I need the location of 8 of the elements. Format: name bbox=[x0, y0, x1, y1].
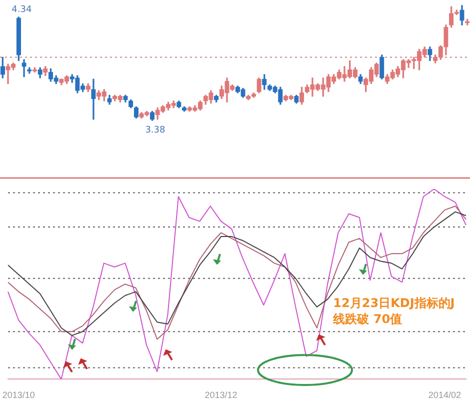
candlestick bbox=[91, 78, 96, 120]
x-tick-label: 2014/02 bbox=[428, 390, 461, 400]
x-tick-label: 2013/12 bbox=[204, 390, 238, 400]
annotation: 4.34 bbox=[12, 4, 32, 15]
annotation: 3.38 bbox=[145, 125, 166, 136]
candlestick bbox=[22, 59, 26, 78]
annotation: 12月23日KDJ指标的J线跌破 70值 bbox=[332, 296, 455, 326]
x-tick-label: 2013/10 bbox=[2, 390, 35, 400]
